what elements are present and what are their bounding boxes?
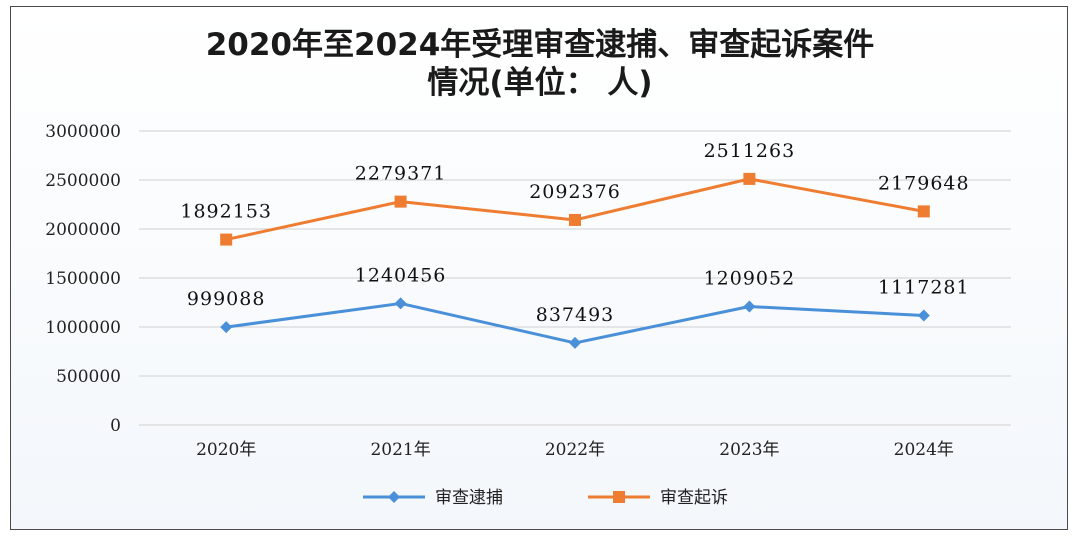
data-point — [917, 205, 930, 218]
data-label: 2179648 — [878, 172, 970, 194]
x-tick-label: 2021年 — [370, 440, 430, 460]
x-axis-ticks: 2020年 2021年 2022年 2023年 2024年 — [196, 440, 954, 460]
y-tick-label: 2000000 — [45, 220, 121, 240]
legend-label: 审查逮捕 — [435, 488, 503, 508]
chart-frame: 2020年至2024年受理审查逮捕、审查起诉案件 情况(单位： 人) 0 5000… — [10, 6, 1068, 530]
data-point — [569, 213, 581, 226]
chart-title-line-2: 情况(单位： 人) — [427, 65, 652, 101]
legend-marker — [613, 491, 625, 503]
gridlines — [139, 130, 1011, 426]
x-tick-label: 2024年 — [894, 440, 954, 460]
y-tick-label: 0 — [110, 416, 121, 436]
legend-item-2: 审查起诉 — [588, 488, 728, 508]
data-point — [394, 297, 407, 310]
series-2: 1892153 2279371 2092376 2511263 2179648 — [180, 140, 969, 246]
y-tick-label: 1500000 — [45, 269, 121, 289]
y-tick-label: 2500000 — [45, 171, 121, 191]
line-chart: 2020年至2024年受理审查逮捕、审查起诉案件 情况(单位： 人) 0 5000… — [45, 27, 1011, 508]
x-tick-label: 2022年 — [545, 440, 605, 460]
data-label: 2279371 — [355, 163, 447, 185]
data-label: 1240456 — [355, 264, 447, 286]
y-axis-ticks: 0 500000 1000000 1500000 2000000 2500000 30000… — [45, 122, 121, 436]
chart-title-line-1: 2020年至2024年受理审查逮捕、审查起诉案件 — [206, 27, 875, 63]
data-point — [743, 172, 756, 185]
x-tick-label: 2023年 — [719, 440, 779, 460]
legend-marker — [388, 491, 400, 503]
data-point — [220, 233, 233, 246]
series-1: 999088 1240456 837493 1209052 1117281 — [187, 264, 970, 349]
data-point — [917, 309, 930, 322]
series-group: 999088 1240456 837493 1209052 1117281 1892153… — [180, 140, 969, 349]
y-tick-label: 1000000 — [45, 318, 121, 338]
data-point — [569, 336, 581, 349]
data-label: 1117281 — [878, 277, 970, 299]
data-label: 2511263 — [704, 140, 796, 162]
x-tick-label: 2020年 — [196, 440, 256, 460]
data-label: 837493 — [536, 304, 615, 326]
legend-label: 审查起诉 — [660, 488, 728, 508]
y-tick-label: 3000000 — [45, 122, 121, 142]
data-label: 1209052 — [704, 268, 796, 290]
data-label: 2092376 — [529, 181, 621, 203]
legend-item-1: 审查逮捕 — [363, 488, 503, 508]
data-point — [220, 321, 233, 334]
data-label: 999088 — [187, 288, 266, 310]
data-point — [743, 300, 756, 313]
y-tick-label: 500000 — [56, 367, 121, 387]
legend: 审查逮捕 审查起诉 — [363, 488, 728, 508]
data-point — [394, 195, 407, 208]
data-label: 1892153 — [180, 201, 272, 223]
